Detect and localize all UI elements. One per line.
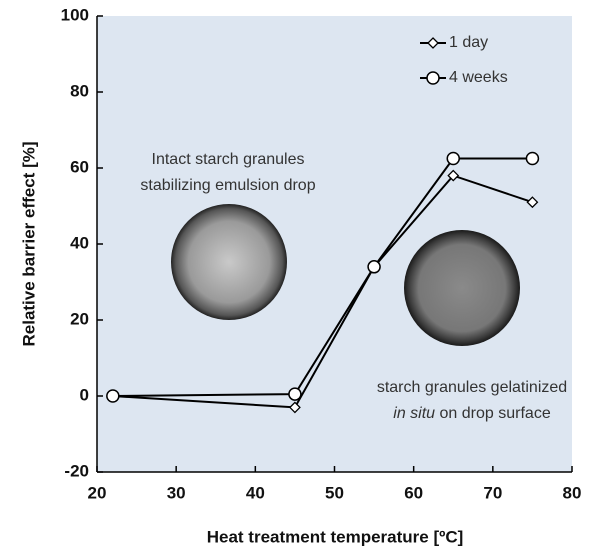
legend-label: 4 weeks: [449, 69, 508, 86]
y-tick-label: 60: [70, 157, 89, 176]
plot: -20 0 20 40 60 80 100 20 30 40 50 60 70 80 1 day 4 week…: [61, 5, 582, 502]
x-tick-label: 60: [404, 483, 423, 502]
y-tick-label: -20: [64, 461, 89, 480]
data-point: [447, 169, 460, 182]
annotation: stabilizing emulsion drop: [140, 177, 315, 194]
x-tick-label: 40: [246, 483, 265, 502]
annotation-text: on drop surface: [440, 405, 551, 422]
x-tick-label: 80: [563, 483, 582, 502]
x-tick-label: 30: [167, 483, 186, 502]
legend-marker: [427, 37, 439, 49]
y-tick-label: 100: [61, 5, 89, 24]
legend-marker: [426, 71, 440, 85]
annotation: starch granules gelatinized: [377, 379, 567, 396]
data-point: [526, 196, 539, 209]
data-point: [106, 389, 120, 403]
data-point: [288, 387, 302, 401]
micrograph: [171, 204, 287, 320]
annotation-italic: in situ: [393, 405, 435, 422]
data-point: [446, 151, 460, 166]
annotation: Intact starch granules: [152, 151, 305, 168]
x-tick-label: 20: [88, 483, 107, 502]
legend-label: 1 day: [449, 34, 488, 51]
x-axis-label: Heat treatment temperature [ºC]: [207, 527, 464, 546]
y-tick-label: 0: [80, 385, 89, 404]
micrograph: [404, 230, 520, 346]
x-tick-label: 70: [483, 483, 502, 502]
data-point: [525, 151, 540, 166]
annotation: in situ on drop surface: [393, 405, 551, 422]
data-point: [288, 401, 301, 414]
y-tick-label: 20: [70, 309, 89, 328]
y-tick-label: 40: [70, 233, 89, 252]
x-tick-label: 50: [325, 483, 344, 502]
y-axis-label: Relative barrier effect [%]: [19, 141, 38, 346]
data-point: [367, 260, 381, 274]
y-tick-label: 80: [70, 81, 89, 100]
